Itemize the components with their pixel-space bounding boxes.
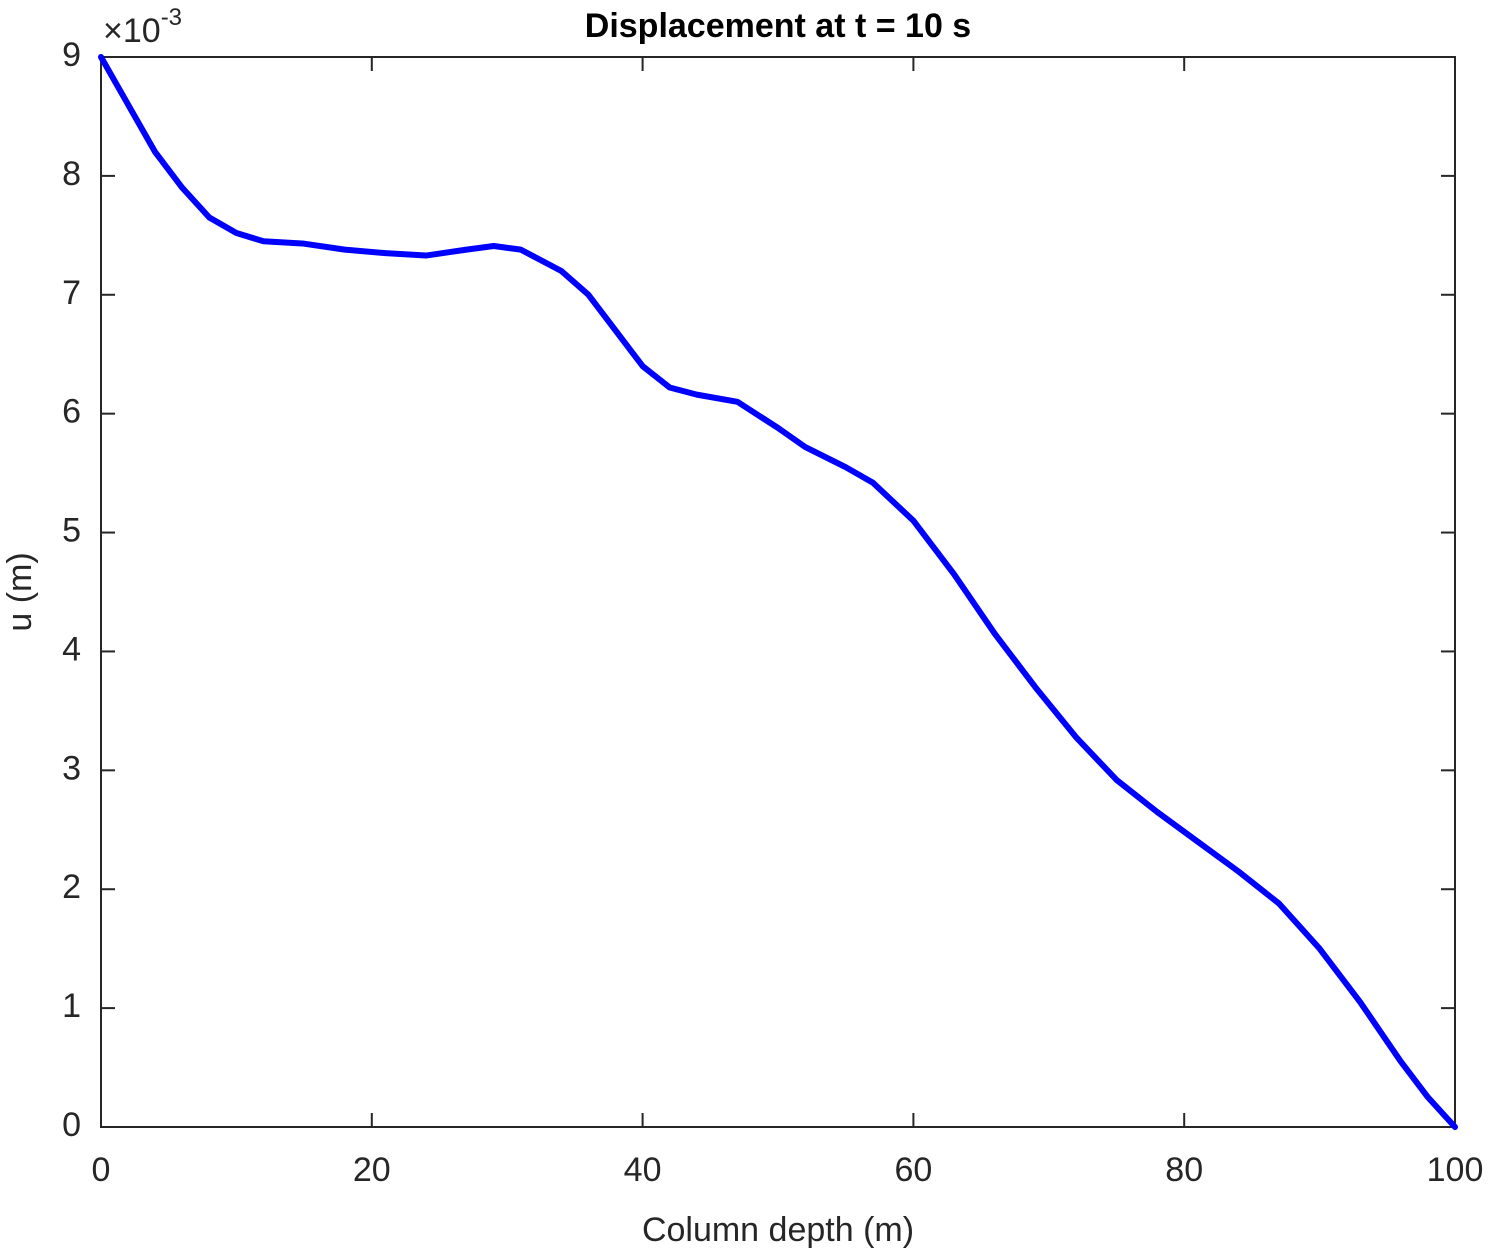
y-tick-label: 6 (62, 393, 81, 431)
x-tick-label: 60 (894, 1151, 932, 1189)
y-tick-label: 0 (62, 1106, 81, 1144)
y-tick-label: 3 (62, 749, 81, 787)
data-line (98, 54, 1458, 1130)
y-tick-label: 7 (62, 274, 81, 312)
multiplier-base: ×10 (103, 12, 161, 50)
y-tick-label: 5 (62, 512, 81, 550)
y-multiplier: ×10-3 (103, 4, 182, 50)
y-tick-label: 4 (62, 630, 81, 668)
x-tick-label: 80 (1165, 1151, 1203, 1189)
x-tick-label: 0 (92, 1151, 111, 1189)
x-tick-label: 100 (1427, 1151, 1484, 1189)
y-tick-label: 8 (62, 155, 81, 193)
y-tick-label: 9 (62, 36, 81, 74)
y-tick-label: 1 (62, 987, 81, 1025)
y-axis-label: u (m) (1, 552, 39, 631)
multiplier-exponent: -3 (161, 4, 182, 31)
plot-box (100, 56, 1456, 1128)
x-tick-label: 40 (624, 1151, 662, 1189)
y-tick-label: 2 (62, 868, 81, 906)
chart-title: Displacement at t = 10 s (585, 7, 971, 45)
x-tick-label: 20 (353, 1151, 391, 1189)
x-axis-label: Column depth (m) (642, 1211, 914, 1249)
